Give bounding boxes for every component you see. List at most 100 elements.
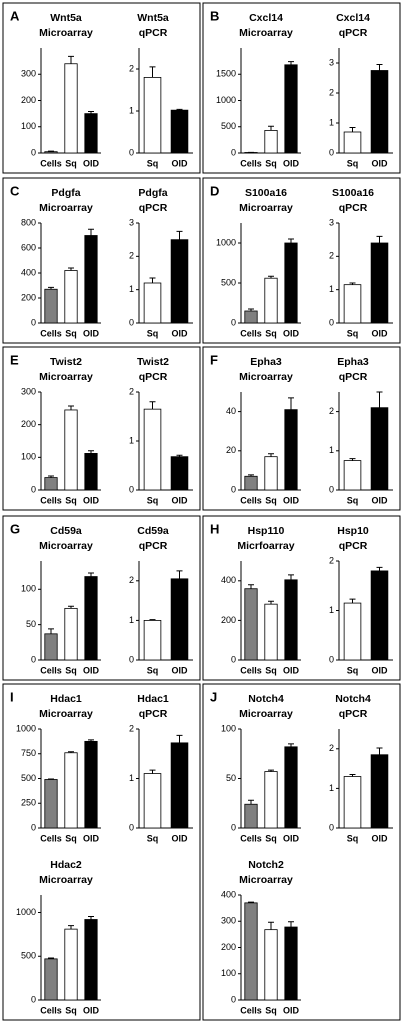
y-tick-label: 0 <box>129 317 134 327</box>
bar <box>45 152 57 153</box>
y-tick-label: 0 <box>329 654 334 664</box>
chart-title: Wnt5a <box>137 12 169 24</box>
chart-subtitle: qPCR <box>339 27 368 39</box>
x-tick-label: OID <box>171 328 188 338</box>
y-tick-label: 0 <box>129 654 134 664</box>
x-tick-label: Sq <box>147 833 159 843</box>
bar <box>245 311 257 323</box>
x-tick-label: OID <box>171 833 188 843</box>
y-tick-label: 100 <box>21 121 36 131</box>
panel-label: B <box>210 8 219 23</box>
x-tick-label: Sq <box>65 665 77 675</box>
chart-title: Hsp10 <box>337 525 369 537</box>
x-tick-label: Cells <box>40 328 62 338</box>
chart-subtitle: qPCR <box>339 371 368 383</box>
chart-title: Hdac1 <box>50 693 82 705</box>
chart-subtitle: Microarray <box>239 874 293 886</box>
chart-subtitle: Micrfoarray <box>237 540 294 552</box>
x-tick-label: OID <box>171 495 188 505</box>
y-tick-label: 3 <box>329 217 334 227</box>
y-tick-label: 50 <box>226 773 236 783</box>
y-tick-label: 1 <box>129 773 134 783</box>
bar <box>144 620 161 660</box>
chart-subtitle: qPCR <box>139 371 168 383</box>
bar <box>85 236 97 324</box>
panel-label: F <box>210 352 218 367</box>
y-tick-label: 200 <box>221 942 236 952</box>
chart-title: Cxcl14 <box>336 12 370 24</box>
bar <box>65 271 77 324</box>
panel-label: A <box>10 8 20 23</box>
y-tick-label: 500 <box>21 773 36 783</box>
y-tick-label: 300 <box>21 386 36 396</box>
y-tick-label: 20 <box>226 445 236 455</box>
y-tick-label: 600 <box>21 242 36 252</box>
y-tick-label: 100 <box>221 723 236 733</box>
panel-label: C <box>10 183 20 198</box>
x-tick-label: OID <box>371 833 388 843</box>
y-tick-label: 2 <box>329 555 334 565</box>
bar <box>371 243 388 323</box>
x-tick-label: Sq <box>265 833 277 843</box>
y-tick-label: 0 <box>31 484 36 494</box>
x-tick-label: Sq <box>65 495 77 505</box>
bar <box>85 920 97 1001</box>
y-tick-label: 1 <box>129 105 134 115</box>
chart-subtitle: Microarray <box>239 708 293 720</box>
x-tick-label: Cells <box>240 158 262 168</box>
y-tick-label: 300 <box>21 69 36 79</box>
x-tick-label: OID <box>83 495 100 505</box>
bar <box>285 243 297 323</box>
chart-subtitle: qPCR <box>339 540 368 552</box>
bar <box>171 743 188 828</box>
chart-title: Cd59a <box>137 525 169 537</box>
bar <box>344 285 361 323</box>
x-tick-label: Sq <box>147 158 159 168</box>
x-tick-label: OID <box>283 1005 300 1015</box>
bar <box>265 604 277 660</box>
x-tick-label: Cells <box>40 833 62 843</box>
chart-title: Epha3 <box>337 356 369 368</box>
chart-subtitle: qPCR <box>139 708 168 720</box>
panel-label: E <box>10 352 19 367</box>
bar <box>85 577 97 660</box>
bar <box>144 409 161 490</box>
x-tick-label: OID <box>283 328 300 338</box>
y-tick-label: 400 <box>221 575 236 585</box>
x-tick-label: Sq <box>65 833 77 843</box>
y-tick-label: 250 <box>21 798 36 808</box>
bar <box>371 71 388 154</box>
bar <box>45 478 57 490</box>
y-tick-label: 0 <box>129 147 134 157</box>
x-tick-label: OID <box>283 158 300 168</box>
bar <box>344 603 361 660</box>
y-tick-label: 100 <box>21 452 36 462</box>
y-tick-label: 0 <box>129 484 134 494</box>
y-tick-label: 0 <box>329 484 334 494</box>
y-tick-label: 800 <box>21 217 36 227</box>
bar <box>45 634 57 660</box>
x-tick-label: Sq <box>147 665 159 675</box>
y-tick-label: 1 <box>329 605 334 615</box>
panel-label: D <box>210 183 219 198</box>
y-tick-label: 2 <box>329 87 334 97</box>
x-tick-label: Sq <box>265 665 277 675</box>
panel-label: J <box>210 689 217 704</box>
chart-subtitle: Microarray <box>39 540 93 552</box>
x-tick-label: Sq <box>265 158 277 168</box>
bar <box>371 755 388 828</box>
bar <box>65 64 77 153</box>
y-tick-label: 0 <box>31 147 36 157</box>
y-tick-label: 1 <box>129 435 134 445</box>
x-tick-label: Cells <box>40 158 62 168</box>
chart-subtitle: Microarray <box>39 202 93 214</box>
bar <box>245 589 257 660</box>
chart-title: Hsp110 <box>248 525 285 537</box>
chart-title: S100a16 <box>245 187 287 199</box>
bar <box>265 772 277 828</box>
x-tick-label: Sq <box>347 328 359 338</box>
x-tick-label: OID <box>83 833 100 843</box>
y-tick-label: 100 <box>21 584 36 594</box>
x-tick-label: Cells <box>240 833 262 843</box>
